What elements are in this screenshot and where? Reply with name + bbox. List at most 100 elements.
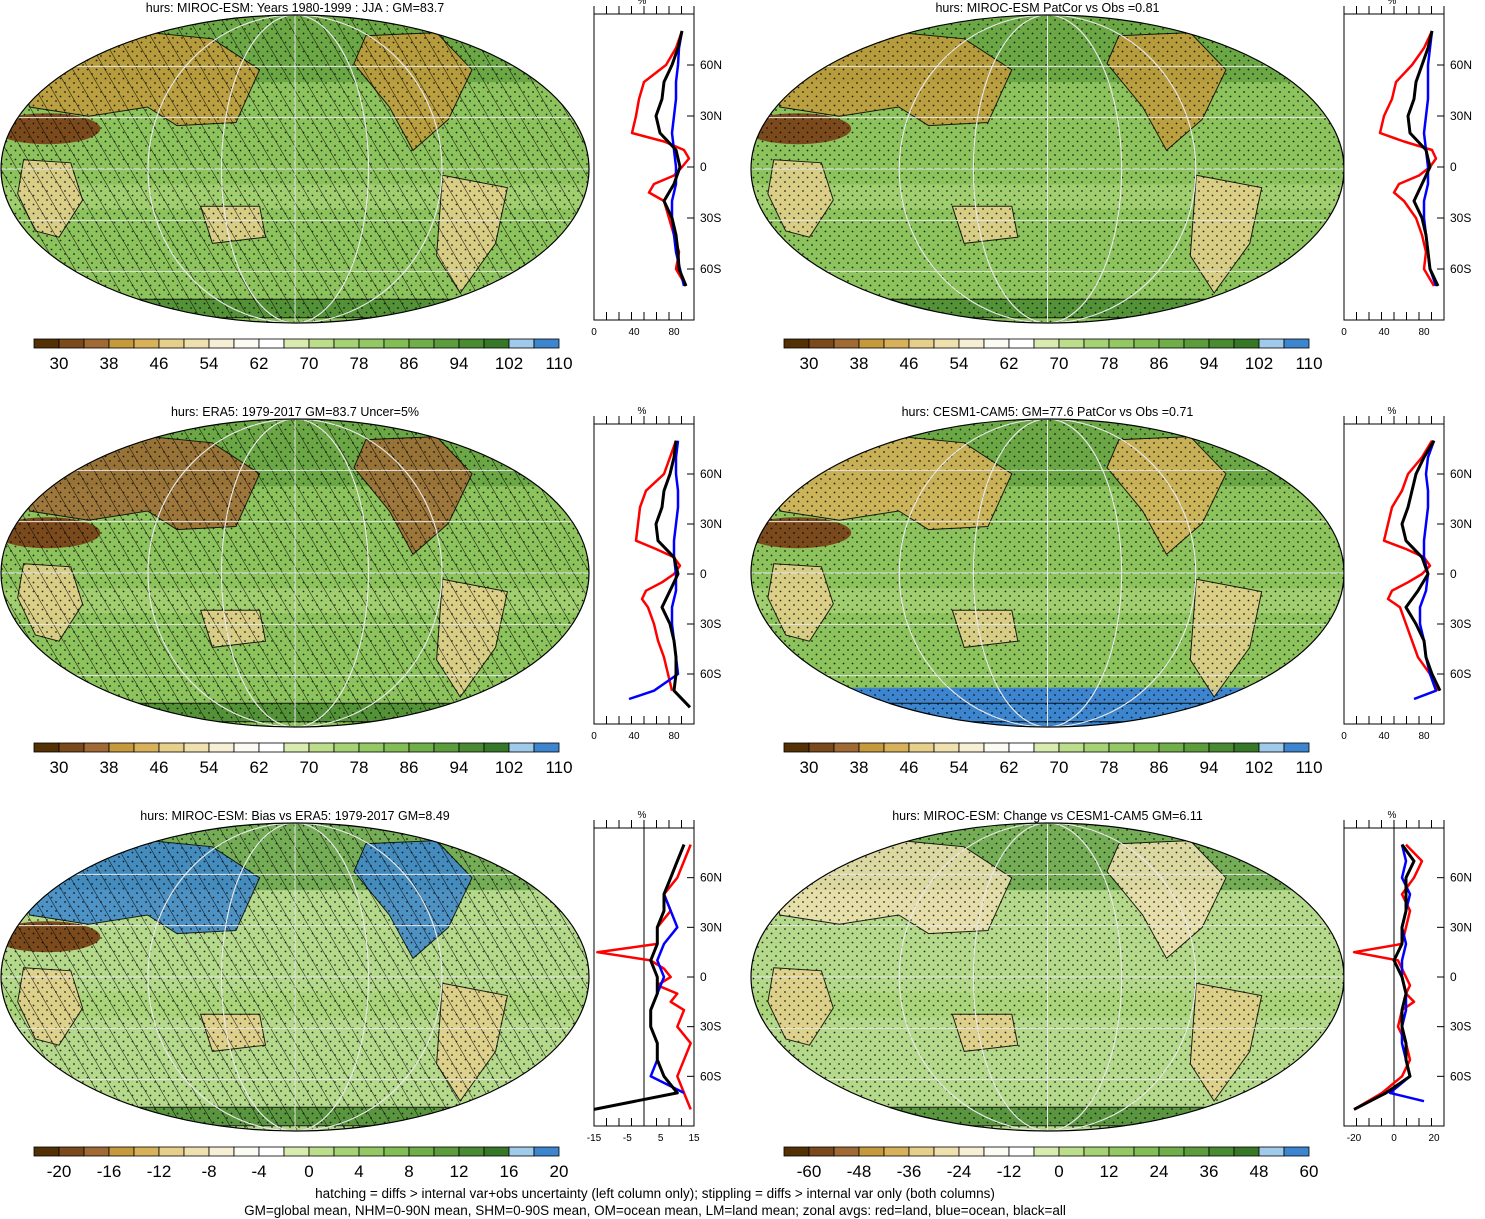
colorbar-swatch (133, 338, 160, 349)
colorbar-label: 102 (495, 758, 523, 777)
lat-label: 0 (1450, 160, 1457, 174)
map-border (0, 14, 590, 324)
zonal-x-tick-label: -20 (1347, 1133, 1362, 1144)
zonal-x-tick-label: 5 (658, 1133, 664, 1144)
zonal-x-tick-label: 40 (628, 327, 640, 338)
colorbar-label: 94 (1200, 758, 1219, 777)
colorbar-swatch (283, 1146, 310, 1157)
colorbar-label: 78 (350, 354, 369, 373)
colorbar-swatch (883, 742, 910, 753)
colorbar-label: -8 (201, 1162, 216, 1181)
colorbar-swatch (408, 742, 435, 753)
zonal-x-tick-label: 40 (628, 731, 640, 742)
colorbar-label: 30 (50, 354, 69, 373)
colorbar-label: 70 (300, 354, 319, 373)
colorbar-label: 78 (1100, 354, 1119, 373)
colorbar-label: 86 (400, 758, 419, 777)
colorbar-swatch (233, 338, 260, 349)
world-map (750, 822, 1345, 1132)
colorbar: -60 -48 -36 -24 -12 0 12 24 36 48 60 (783, 1146, 1318, 1181)
colorbar-swatch (933, 1146, 960, 1157)
colorbar-label: 102 (1245, 354, 1273, 373)
colorbar-swatch (883, 1146, 910, 1157)
colorbar-swatch (333, 1146, 360, 1157)
colorbar-swatch (1058, 338, 1085, 349)
colorbar-swatch (883, 338, 910, 349)
colorbar-swatch (1208, 338, 1235, 349)
world-map (750, 14, 1345, 324)
colorbar-label: 36 (1200, 1162, 1219, 1181)
colorbar-label: 54 (950, 758, 969, 777)
zonal-x-tick-label: 0 (591, 731, 597, 742)
lat-label: 60S (1450, 262, 1471, 276)
lat-label: 60N (1450, 871, 1472, 885)
colorbar-swatch (1008, 1146, 1035, 1157)
zonal-unit-label: % (638, 0, 647, 7)
colorbar-label: 30 (800, 758, 819, 777)
colorbar-swatch (308, 742, 335, 753)
lat-label: 30S (1450, 617, 1471, 631)
colorbar-swatch (1158, 338, 1185, 349)
colorbar-swatch (1158, 742, 1185, 753)
colorbar-swatch (783, 338, 810, 349)
colorbar-swatch (108, 742, 135, 753)
colorbar-swatch (408, 338, 435, 349)
colorbar-swatch (1033, 1146, 1060, 1157)
colorbar-swatch (908, 742, 935, 753)
colorbar-swatch (533, 1146, 560, 1157)
colorbar-swatch (1133, 1146, 1160, 1157)
colorbar-swatch (808, 742, 835, 753)
colorbar-swatch (783, 1146, 810, 1157)
colorbar-swatch (1133, 742, 1160, 753)
colorbar-swatch (208, 338, 235, 349)
colorbar-swatch (1058, 1146, 1085, 1157)
zonal-series-ocean (670, 30, 686, 287)
colorbar-swatch (108, 1146, 135, 1157)
colorbar-swatch (33, 1146, 60, 1157)
lat-label: 60S (700, 667, 721, 681)
map-title: hurs: MIROC-ESM: Change vs CESM1-CAM5 GM… (892, 809, 1203, 823)
colorbar-swatch (308, 338, 335, 349)
colorbar-swatch (1083, 742, 1110, 753)
meridian-line (221, 15, 369, 323)
colorbar: 30 38 46 54 62 70 78 86 94 102 110 (783, 338, 1323, 373)
colorbar-swatch (958, 338, 985, 349)
colorbar-swatch (333, 338, 360, 349)
colorbar-label: 46 (150, 758, 169, 777)
colorbar-swatch (983, 1146, 1010, 1157)
lat-label: 30N (700, 920, 722, 934)
colorbar-swatch (283, 338, 310, 349)
colorbar-swatch (508, 742, 535, 753)
map-border (0, 418, 590, 728)
zonal-x-tick-label: -5 (623, 1133, 632, 1144)
colorbar-label: 38 (850, 758, 869, 777)
colorbar-label: 86 (1150, 758, 1169, 777)
colorbar-label: 62 (1000, 354, 1019, 373)
lat-label: 60N (1450, 467, 1472, 481)
colorbar-swatch (358, 742, 385, 753)
map-title: hurs: CESM1-CAM5: GM=77.6 PatCor vs Obs … (901, 405, 1194, 419)
lat-label: 30N (700, 109, 722, 123)
colorbar-label: 110 (1295, 758, 1322, 777)
lat-label: 30S (700, 617, 721, 631)
colorbar-swatch (433, 338, 460, 349)
footer-line-2: GM=global mean, NHM=0-90N mean, SHM=0-90… (244, 1203, 1066, 1218)
colorbar-label: -24 (947, 1162, 972, 1181)
colorbar-swatch (1208, 1146, 1235, 1157)
colorbar-swatch (1183, 338, 1210, 349)
colorbar-swatch (133, 1146, 160, 1157)
zonal-x-tick-label: 80 (1418, 731, 1430, 742)
zonal-mean-plot: % 60N 30N 0 30S 60S 0 40 80 (591, 406, 722, 742)
colorbar-label: -12 (997, 1162, 1022, 1181)
colorbar-swatch (858, 1146, 885, 1157)
colorbar-label: 102 (1245, 758, 1273, 777)
colorbar-swatch (33, 338, 60, 349)
colorbar-swatch (358, 1146, 385, 1157)
colorbar-label: 94 (450, 758, 469, 777)
colorbar-label: 46 (900, 354, 919, 373)
colorbar-swatch (1083, 338, 1110, 349)
colorbar-swatch (1283, 742, 1310, 753)
colorbar-label: 46 (150, 354, 169, 373)
meridian-line (147, 15, 443, 323)
colorbar-swatch (83, 742, 110, 753)
